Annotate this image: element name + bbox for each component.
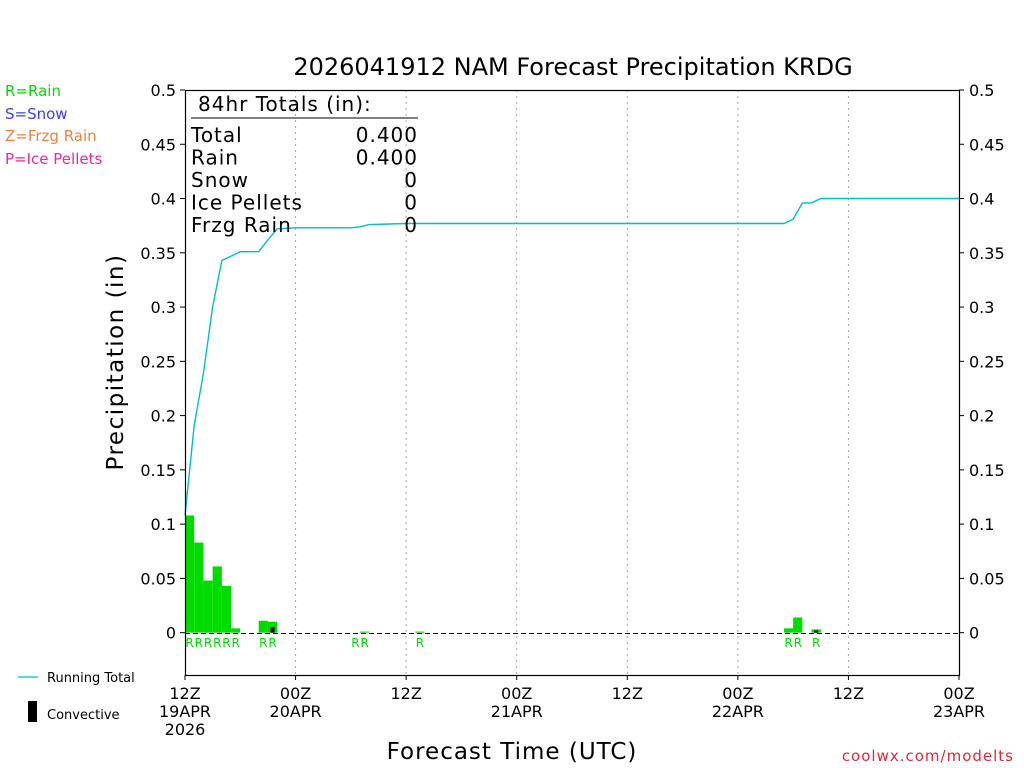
totals-value: 0.400	[356, 146, 418, 170]
y-tick-label-left: 0.35	[140, 244, 176, 263]
totals-value: 0	[404, 213, 418, 237]
x-tick-label: 12Z	[169, 684, 200, 703]
totals-value: 0.400	[356, 123, 418, 147]
legend-running-total: Running Total	[47, 671, 135, 686]
precip-bar-h20	[360, 631, 370, 633]
precip-bar-h26	[415, 631, 425, 633]
legend-rain: R=Rain	[5, 82, 61, 100]
precip-bar-h4	[212, 566, 222, 633]
y-tick-label-left: 0.05	[140, 569, 176, 588]
y-tick-label-right: 0.4	[969, 190, 994, 209]
ptype-label-h9: R	[259, 636, 267, 650]
ptype-label-h2: R	[195, 636, 203, 650]
y-tick-label-right: 0.3	[969, 298, 994, 317]
convective-bar-h10	[270, 627, 275, 633]
y-tick-label-right: 0	[969, 624, 979, 643]
ptype-label-h5: R	[222, 636, 230, 650]
totals-rows: Total 0.400 Rain 0.400 Snow 0 Ice Pellets 0 Frzg…	[190, 123, 418, 237]
x-tick-label: 2026	[165, 720, 206, 739]
y-tick-label-left: 0.3	[151, 298, 176, 317]
ptype-label-h3: R	[204, 636, 212, 650]
ptype-label-h10: R	[268, 636, 276, 650]
y-axis-right: 0 0.05 0.1 0.15 0.2 0.25 0.3 0.35 0.4 0.45 0.5	[959, 81, 1005, 643]
y-tick-label-right: 0.25	[969, 352, 1005, 371]
x-tick-label: 00Z	[722, 684, 753, 703]
x-tick-label: 12Z	[833, 684, 864, 703]
ptype-label-h20: R	[361, 636, 369, 650]
y-tick-label-right: 0.15	[969, 461, 1005, 480]
totals-label: Rain	[191, 146, 239, 170]
ptype-label-h1: R	[185, 636, 193, 650]
x-tick-label: 21APR	[491, 702, 543, 721]
chart-title: 2026041912 NAM Forecast Precipitation KR…	[293, 53, 852, 81]
y-tick-label-right: 0.2	[969, 407, 994, 426]
totals-label: Snow	[191, 168, 249, 192]
y-tick-label-left: 0.4	[151, 190, 176, 209]
convective-legend-swatch	[28, 701, 37, 722]
ptype-label-h6: R	[232, 636, 240, 650]
y-tick-label-right: 0.5	[969, 81, 994, 100]
convective-bar-h69	[814, 630, 819, 633]
totals-box: 84hr Totals (in): Total 0.400 Rain 0.400 Sno…	[190, 92, 418, 237]
x-tick-label: 00Z	[501, 684, 532, 703]
legend-frzg-rain: Z=Frzg Rain	[5, 127, 97, 145]
y-tick-label-right: 0.35	[969, 244, 1005, 263]
totals-header: 84hr Totals (in):	[198, 92, 372, 116]
y-tick-label-left: 0.5	[151, 81, 176, 100]
legend-ice-pellets: P=Ice Pellets	[5, 150, 102, 168]
y-tick-label-right: 0.1	[969, 515, 994, 534]
totals-value: 0	[404, 191, 418, 215]
y-tick-label-left: 0.1	[151, 515, 176, 534]
x-axis-label: Forecast Time (UTC)	[387, 739, 638, 765]
y-tick-label-right: 0.45	[969, 135, 1005, 154]
y-tick-label-left: 0.15	[140, 461, 176, 480]
y-tick-label-left: 0.25	[140, 352, 176, 371]
site-credit: coolwx.com/modelts	[842, 747, 1014, 765]
x-tick-label: 20APR	[270, 702, 322, 721]
y-tick-label-right: 0.05	[969, 569, 1005, 588]
plot-frame	[184, 89, 961, 677]
y-tick-label-left: 0	[166, 624, 176, 643]
x-tick-label: 19APR	[159, 702, 211, 721]
legend-snow: S=Snow	[5, 105, 68, 123]
grid-lines	[295, 90, 849, 675]
ptype-label-h4: R	[213, 636, 221, 650]
x-tick-label: 00Z	[943, 684, 974, 703]
precip-bar-h9	[258, 620, 268, 633]
x-tick-label: 00Z	[280, 684, 311, 703]
legend-convective: Convective	[47, 708, 120, 723]
running-total-layer	[184, 197, 959, 516]
precip-bar-h66	[783, 628, 794, 633]
ptype-label-h26: R	[416, 636, 424, 650]
precip-bar-h1	[185, 515, 195, 633]
y-tick-label-left: 0.2	[151, 407, 176, 426]
totals-label: Ice Pellets	[191, 191, 303, 215]
precip-bar-h3	[203, 580, 213, 633]
x-tick-label: 12Z	[612, 684, 643, 703]
y-tick-label-left: 0.45	[140, 135, 176, 154]
precip-bar-h5	[221, 586, 232, 633]
totals-label: Frzg Rain	[191, 213, 292, 237]
y-axis-label: Precipitation (in)	[103, 254, 129, 471]
precip-bars	[185, 515, 821, 633]
totals-label: Total	[190, 123, 243, 147]
x-tick-label: 22APR	[712, 702, 764, 721]
x-tick-label: 23APR	[933, 702, 985, 721]
totals-value: 0	[404, 168, 418, 192]
ptype-label-h19: R	[351, 636, 359, 650]
precip-bar-h2	[194, 542, 204, 633]
ptype-label-h66: R	[784, 636, 792, 650]
precip-bar-h6	[231, 628, 241, 633]
ptype-label-h69: R	[812, 636, 820, 650]
ptype-label-h67: R	[794, 636, 802, 650]
running-total-line	[184, 197, 959, 516]
x-tick-label: 12Z	[390, 684, 421, 703]
precip-bar-h67	[793, 617, 803, 633]
y-axis-left: 0 0.05 0.1 0.15 0.2 0.25 0.3 0.35 0.4 0.45 0.5	[140, 81, 185, 643]
